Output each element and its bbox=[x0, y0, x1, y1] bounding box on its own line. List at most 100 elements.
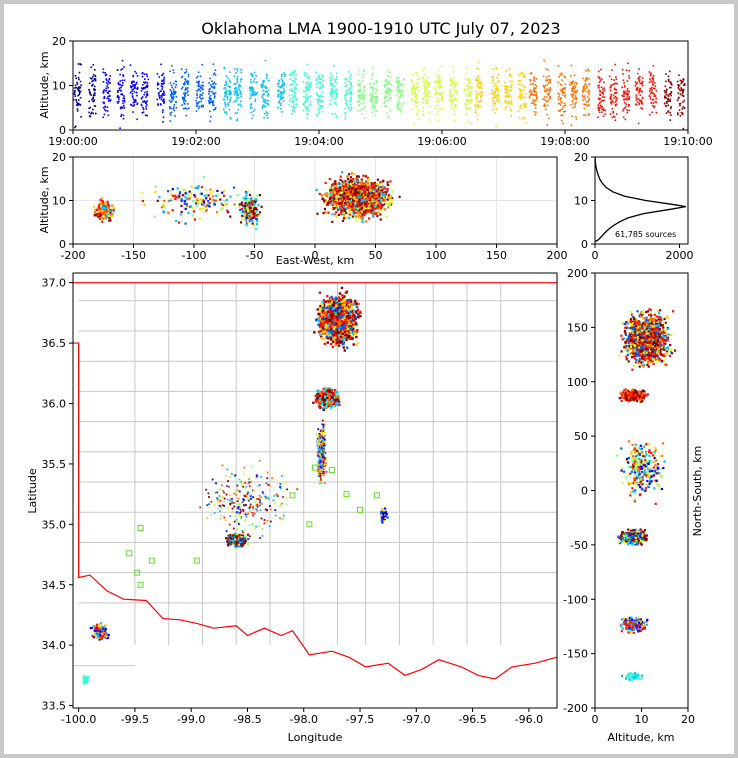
time-altitude-point bbox=[309, 83, 311, 85]
time-altitude-point bbox=[236, 112, 239, 114]
time-altitude-point bbox=[198, 101, 200, 103]
time-altitude-point bbox=[571, 88, 573, 90]
ew-altitude-point bbox=[104, 202, 107, 205]
ew-altitude-point bbox=[95, 214, 98, 217]
time-altitude-point bbox=[683, 83, 686, 85]
ew-altitude-point bbox=[140, 191, 143, 194]
time-altitude-point bbox=[634, 85, 637, 87]
time-altitude-point bbox=[545, 96, 548, 98]
ew-altitude-point bbox=[387, 206, 390, 209]
time-altitude-point bbox=[652, 79, 654, 81]
time-altitude-point bbox=[235, 92, 237, 94]
time-altitude-point bbox=[588, 99, 590, 102]
time-altitude-point bbox=[147, 78, 150, 81]
time-altitude-point bbox=[80, 63, 82, 66]
ew-altitude-point bbox=[342, 184, 345, 187]
ew-altitude-point bbox=[222, 194, 226, 197]
time-altitude-point bbox=[574, 86, 577, 89]
time-altitude-point bbox=[134, 86, 136, 89]
time-altitude-point bbox=[635, 94, 638, 96]
time-altitude-point bbox=[240, 93, 243, 96]
time-altitude-point bbox=[131, 93, 134, 95]
time-altitude-point bbox=[641, 108, 644, 110]
time-altitude-point bbox=[425, 86, 427, 89]
time-altitude-point bbox=[162, 121, 164, 123]
ew-altitude-point bbox=[193, 194, 196, 197]
ew-altitude-point bbox=[366, 197, 369, 200]
time-altitude-point bbox=[413, 123, 416, 125]
time-altitude-point bbox=[572, 103, 575, 105]
ew-altitude-point bbox=[367, 209, 370, 213]
plan-view-panel: Latitude Longitude 33.534.034.535.035.53… bbox=[26, 272, 558, 744]
time-altitude-point bbox=[320, 105, 322, 107]
time-altitude-point bbox=[163, 92, 165, 94]
time-altitude-point bbox=[582, 96, 584, 98]
time-altitude-point bbox=[437, 76, 439, 79]
ew-altitude-point bbox=[171, 209, 174, 212]
time-altitude-point bbox=[491, 92, 493, 95]
time-altitude-point bbox=[670, 84, 673, 86]
time-altitude-point bbox=[557, 65, 560, 67]
time-altitude-point bbox=[108, 90, 110, 93]
ew-altitude-point bbox=[357, 185, 360, 188]
time-altitude-point bbox=[223, 87, 225, 90]
time-altitude-point bbox=[303, 96, 305, 98]
time-altitude-point bbox=[319, 82, 322, 84]
ew-altitude-point bbox=[248, 206, 251, 209]
time-altitude-point bbox=[89, 106, 92, 109]
time-altitude-point bbox=[239, 84, 241, 87]
time-altitude-point bbox=[184, 93, 186, 96]
time-altitude-point bbox=[413, 88, 415, 91]
time-altitude-point bbox=[401, 90, 404, 93]
time-altitude-point bbox=[92, 64, 95, 66]
time-altitude-point bbox=[411, 73, 414, 76]
ew-altitude-point bbox=[362, 174, 365, 177]
time-altitude-point bbox=[613, 87, 616, 90]
time-altitude-point bbox=[184, 72, 186, 74]
ew-altitude-point bbox=[99, 202, 102, 205]
time-altitude-point bbox=[401, 90, 403, 92]
time-altitude-point bbox=[375, 87, 377, 89]
time-altitude-point bbox=[670, 83, 673, 85]
time-altitude-point bbox=[288, 100, 291, 102]
time-altitude-point bbox=[316, 113, 318, 116]
time-altitude-point bbox=[436, 83, 438, 85]
time-altitude-point bbox=[214, 95, 216, 97]
time-altitude-point bbox=[572, 93, 575, 96]
time-altitude-point bbox=[598, 87, 600, 89]
time-altitude-point bbox=[624, 90, 626, 93]
time-altitude-point bbox=[157, 83, 160, 85]
time-altitude-point bbox=[132, 98, 135, 101]
time-altitude-point bbox=[263, 86, 266, 88]
time-altitude-point bbox=[240, 100, 242, 103]
time-altitude-point bbox=[161, 80, 163, 83]
time-altitude-point bbox=[90, 113, 92, 115]
time-altitude-point bbox=[109, 100, 111, 102]
time-altitude-point bbox=[291, 90, 293, 93]
time-altitude-point bbox=[236, 119, 238, 122]
time-altitude-point bbox=[548, 75, 550, 77]
time-altitude-point bbox=[476, 79, 478, 82]
time-altitude-point bbox=[582, 90, 584, 92]
time-altitude-point bbox=[160, 83, 163, 85]
time-altitude-point bbox=[145, 101, 148, 104]
time-altitude-point bbox=[293, 93, 296, 95]
time-altitude-point bbox=[423, 92, 425, 95]
time-altitude-point bbox=[262, 105, 264, 107]
time-altitude-point bbox=[398, 80, 400, 82]
time-altitude-point bbox=[349, 99, 351, 102]
time-altitude-point bbox=[561, 101, 563, 104]
time-altitude-point bbox=[386, 92, 389, 95]
time-altitude-point bbox=[293, 104, 295, 106]
ew-altitude-point bbox=[380, 208, 383, 211]
time-altitude-point bbox=[331, 89, 334, 92]
time-altitude-point bbox=[184, 87, 187, 89]
time-altitude-point bbox=[411, 80, 413, 82]
time-altitude-point bbox=[413, 102, 416, 105]
time-altitude-point bbox=[306, 105, 309, 108]
ew-altitude-point bbox=[338, 202, 341, 205]
time-altitude-point bbox=[375, 81, 378, 83]
time-altitude-point bbox=[546, 83, 548, 86]
time-altitude-point bbox=[234, 90, 237, 93]
